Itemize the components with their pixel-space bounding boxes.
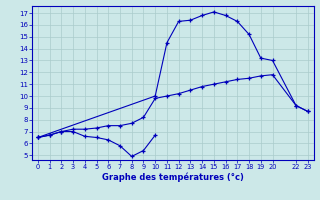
X-axis label: Graphe des températures (°c): Graphe des températures (°c)	[102, 173, 244, 182]
